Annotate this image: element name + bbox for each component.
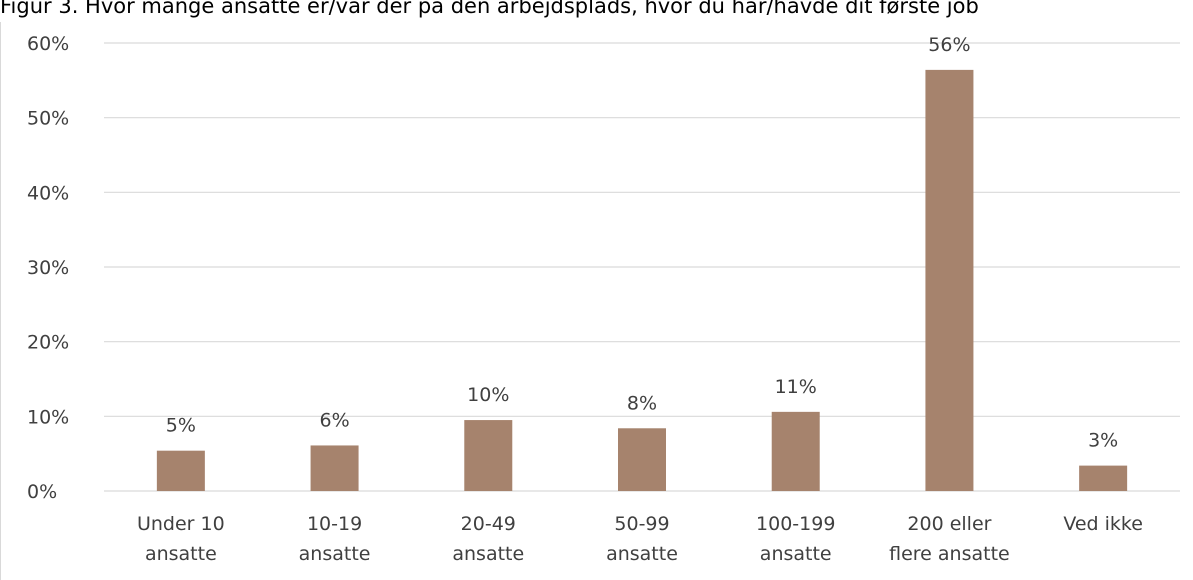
category-label-2-1: ansatte	[452, 543, 524, 565]
category-labels: Under 10 ansatte 10-19 ansatte 20-49 ansatte 5…	[137, 513, 1143, 565]
bars	[156, 69, 1128, 491]
data-labels: 5% 6% 10% 8% 11% 56% 3%	[166, 34, 1118, 452]
y-tick-label-40: 40%	[27, 182, 69, 204]
bar-2	[464, 420, 513, 491]
category-label-0-0: Under 10	[137, 513, 225, 535]
gridlines	[104, 42, 1180, 492]
category-label-4-0: 100-199	[756, 513, 835, 535]
data-label-4: 11%	[775, 376, 817, 398]
bar-1	[310, 445, 359, 491]
y-tick-label-0: 0%	[27, 481, 57, 503]
data-label-1: 6%	[319, 409, 349, 431]
category-label-3-0: 50-99	[614, 513, 669, 535]
category-label-2-0: 20-49	[461, 513, 516, 535]
data-label-2: 10%	[467, 384, 509, 406]
data-label-0: 5%	[166, 415, 196, 437]
category-label-6-0: Ved ikke	[1063, 513, 1143, 535]
category-label-1-0: 10-19	[307, 513, 362, 535]
category-label-3-1: ansatte	[606, 543, 678, 565]
y-axis-ticks: 0% 10% 20% 30% 40% 50% 60%	[27, 33, 69, 503]
y-tick-label-30: 30%	[27, 257, 69, 279]
category-label-1-1: ansatte	[299, 543, 371, 565]
data-label-5: 56%	[928, 34, 970, 56]
y-tick-label-20: 20%	[27, 332, 69, 354]
bar-5	[925, 69, 974, 491]
category-label-4-1: ansatte	[760, 543, 832, 565]
chart-title: Figur 3. Hvor mange ansatte er/var der p…	[0, 0, 979, 18]
category-label-0-1: ansatte	[145, 543, 217, 565]
data-label-6: 3%	[1088, 430, 1118, 452]
category-label-5-1: flere ansatte	[889, 543, 1010, 565]
bar-3	[618, 428, 666, 491]
y-tick-label-50: 50%	[27, 108, 69, 130]
y-tick-label-60: 60%	[27, 33, 69, 55]
chart-frame-edge	[0, 22, 1, 580]
y-tick-label-10: 10%	[27, 406, 69, 428]
bar-4	[771, 411, 820, 491]
bar-0	[156, 450, 205, 491]
data-label-3: 8%	[627, 392, 657, 414]
bar-6	[1079, 465, 1128, 491]
category-label-5-0: 200 eller	[907, 513, 991, 535]
